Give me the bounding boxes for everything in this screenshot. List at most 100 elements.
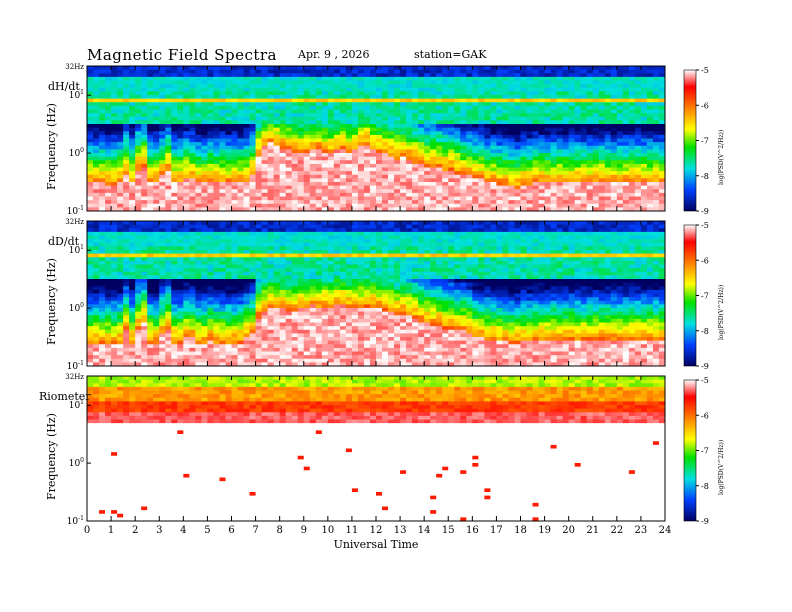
heatmap-cell [111, 116, 118, 121]
heatmap-cell [580, 149, 588, 154]
heatmap-cell [165, 300, 172, 305]
heatmap-cell [309, 203, 317, 208]
heatmap-cell [135, 268, 142, 273]
heatmap-cell [490, 69, 497, 74]
heatmap-cell [153, 109, 160, 114]
heatmap-cell [201, 271, 208, 276]
heatmap-cell [177, 171, 184, 176]
heatmap-cell [327, 178, 335, 183]
heatmap-cell [87, 134, 94, 140]
heatmap-cell [201, 250, 208, 255]
heatmap-cell [412, 174, 419, 179]
heatmap-cell [141, 116, 148, 121]
heatmap-cell [147, 73, 154, 78]
heatmap-cell [141, 73, 148, 78]
heatmap-cell [652, 91, 660, 96]
heatmap-cell [634, 182, 642, 187]
heatmap-cell [87, 91, 94, 96]
heatmap-cell [225, 318, 232, 324]
heatmap-cell [195, 182, 202, 187]
heatmap-cell [406, 80, 413, 85]
heatmap-cell [586, 182, 594, 187]
heatmap-cell [273, 109, 281, 114]
heatmap-cell [285, 105, 293, 111]
heatmap-cell [363, 134, 371, 140]
heatmap-cell [556, 196, 564, 201]
heatmap-cell [171, 311, 178, 316]
heatmap-cell [376, 80, 383, 85]
heatmap-cell [550, 69, 558, 74]
heatmap-cell [436, 127, 443, 132]
heatmap-cell [105, 95, 112, 100]
heatmap-cell [610, 134, 618, 140]
heatmap-cell [568, 84, 576, 89]
heatmap-cell [466, 120, 473, 125]
heatmap-cell [490, 153, 497, 158]
heatmap-cell [231, 275, 239, 280]
heatmap-cell [165, 304, 172, 309]
heatmap-cell [219, 109, 226, 114]
heatmap-cell [141, 271, 148, 276]
heatmap-cell [87, 289, 94, 295]
heatmap-cell [159, 203, 166, 208]
heatmap-cell [123, 289, 130, 295]
heatmap-cell [279, 153, 287, 158]
heatmap-cell [249, 200, 257, 205]
heatmap-cell [538, 124, 546, 129]
heatmap-cell [135, 189, 142, 194]
heatmap-cell [460, 80, 467, 85]
heatmap-cell [388, 131, 395, 136]
heatmap-cell [165, 102, 172, 107]
heatmap-cell [207, 239, 214, 244]
heatmap-cell [105, 87, 112, 92]
heatmap-cell [333, 113, 341, 118]
heatmap-cell [105, 239, 112, 244]
heatmap-cell [406, 91, 413, 96]
heatmap-cell [273, 160, 281, 165]
heatmap-cell [177, 149, 184, 154]
heatmap-cell [490, 80, 497, 85]
heatmap-cell [628, 167, 636, 172]
heatmap-cell [171, 149, 178, 154]
heatmap-cell [141, 200, 148, 205]
heatmap-cell [568, 124, 576, 129]
heatmap-cell [406, 163, 413, 169]
heatmap-cell [436, 69, 443, 74]
heatmap-cell [141, 224, 148, 229]
heatmap-cell [616, 127, 624, 132]
heatmap-cell [105, 221, 112, 226]
heatmap-cell [490, 207, 497, 212]
heatmap-cell [369, 156, 377, 161]
heatmap-cell [291, 163, 299, 169]
heatmap-cell [658, 196, 666, 201]
heatmap-cell [556, 192, 564, 198]
heatmap-cell [243, 260, 251, 266]
heatmap-cell [201, 113, 208, 118]
heatmap-cell [183, 138, 190, 143]
heatmap-cell [376, 66, 383, 71]
heatmap-cell [556, 207, 564, 212]
heatmap-cell [297, 76, 305, 82]
heatmap-cell [562, 91, 570, 96]
heatmap-cell [183, 257, 190, 262]
heatmap-cell [195, 167, 202, 172]
heatmap-cell [394, 98, 401, 103]
heatmap-cell [207, 80, 214, 85]
heatmap-cell [225, 293, 232, 298]
heatmap-cell [538, 80, 546, 85]
heatmap-cell [291, 171, 299, 176]
heatmap-cell [490, 84, 497, 89]
heatmap-cell [153, 224, 160, 229]
heatmap-cell [117, 182, 124, 187]
heatmap-cell [129, 66, 136, 71]
heatmap-cell [532, 102, 540, 107]
heatmap-cell [231, 73, 239, 78]
heatmap-cell [219, 297, 226, 302]
heatmap-cell [454, 174, 461, 179]
heatmap-cell [574, 167, 582, 172]
heatmap-cell [105, 80, 112, 85]
heatmap-cell [117, 73, 124, 78]
heatmap-cell [189, 134, 196, 140]
heatmap-cell [273, 142, 281, 147]
heatmap-cell [315, 84, 323, 89]
